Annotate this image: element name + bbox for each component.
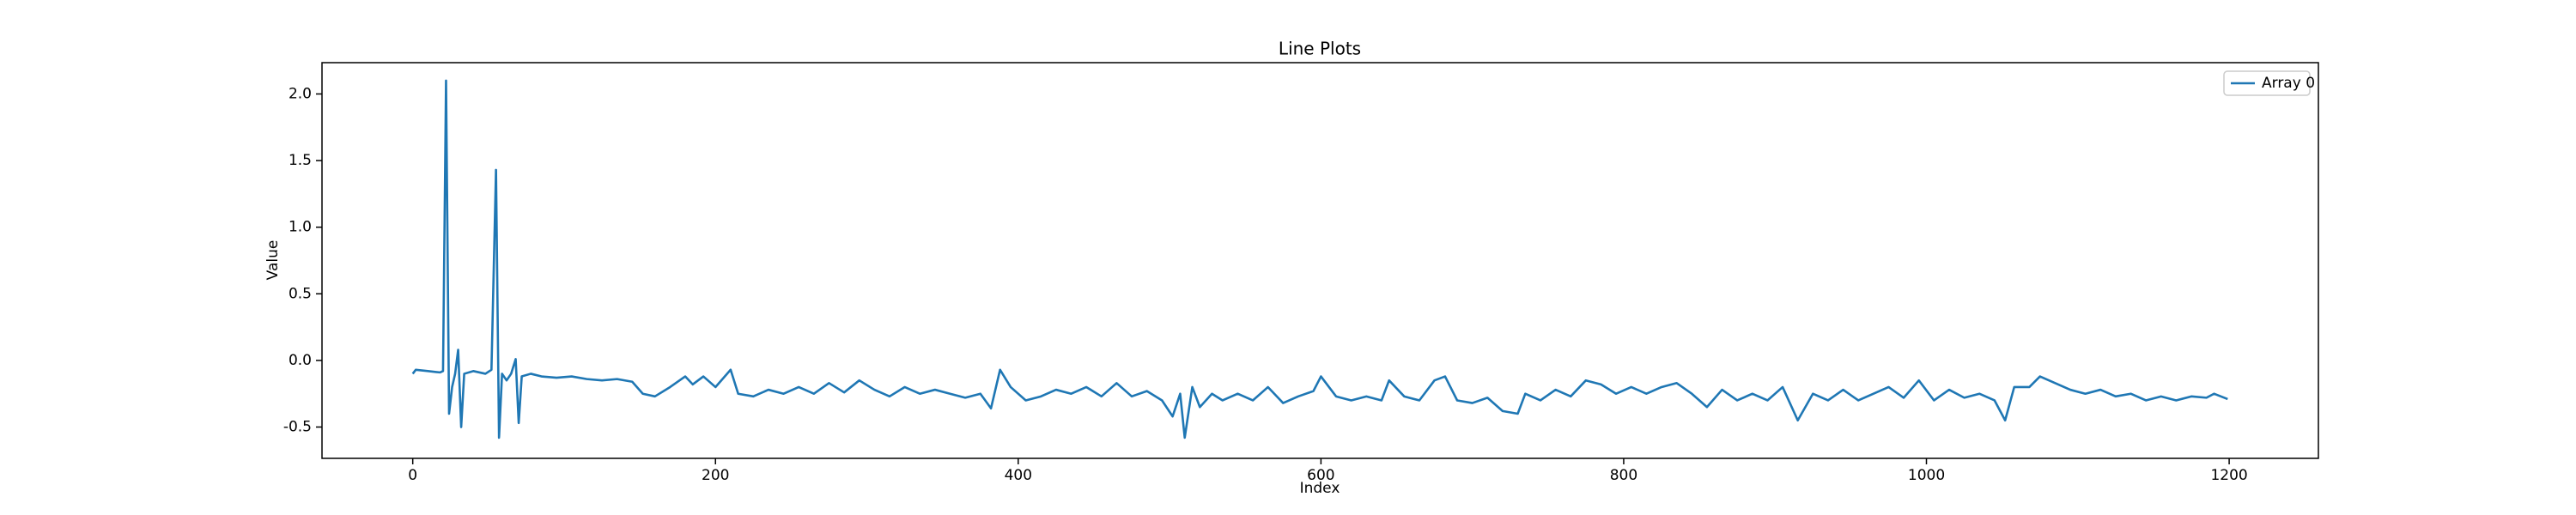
y-tick-label: 0.0 — [289, 352, 312, 369]
y-tick-label: 0.5 — [289, 285, 312, 302]
x-tick-label: 400 — [1005, 467, 1032, 484]
x-tick-label: 200 — [702, 467, 729, 484]
x-tick-label: 600 — [1307, 467, 1334, 484]
y-tick-label: 1.5 — [289, 152, 312, 169]
y-tick-label: -0.5 — [283, 419, 312, 436]
data-line — [411, 79, 2228, 439]
x-axis-label: Index — [1300, 480, 1340, 497]
y-tick-label: 1.0 — [289, 219, 312, 236]
legend-label: Array 0 — [2262, 75, 2315, 92]
y-axis-label: Value — [264, 240, 282, 281]
x-tick-label: 1200 — [2210, 467, 2247, 484]
x-tick-label: 0 — [408, 467, 417, 484]
legend-box — [2223, 70, 2311, 96]
plot-frame — [321, 62, 2319, 459]
x-tick-label: 1000 — [1908, 467, 1945, 484]
y-tick-label: 2.0 — [289, 85, 312, 102]
x-tick-label: 800 — [1610, 467, 1637, 484]
chart-title: Line Plots — [1279, 39, 1361, 59]
